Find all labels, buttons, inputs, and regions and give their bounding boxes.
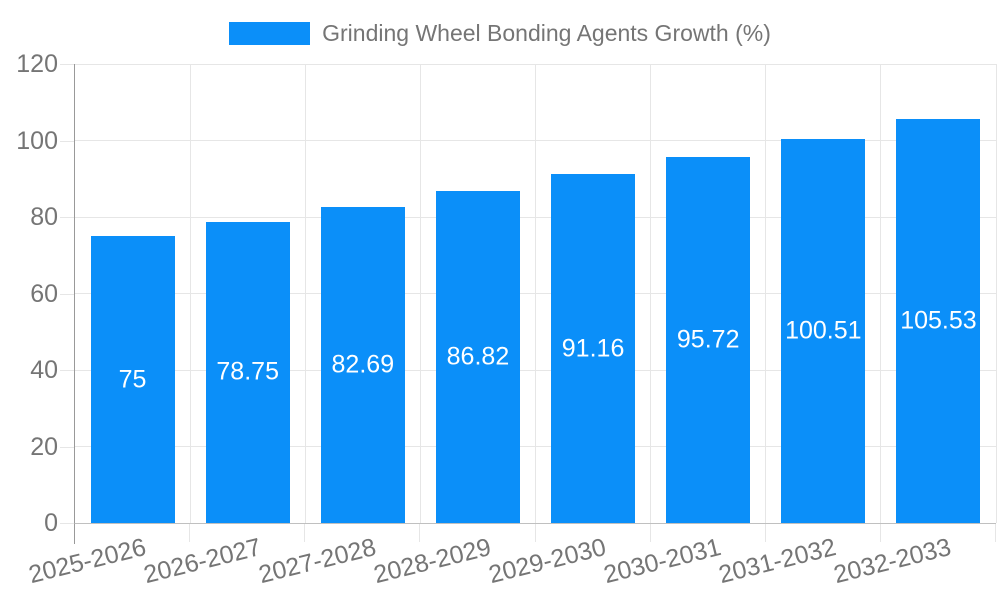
- bar[interactable]: 91.16: [551, 174, 636, 523]
- x-axis-tick-mark: [649, 524, 651, 542]
- x-gridline: [650, 64, 652, 523]
- x-gridline: [189, 64, 191, 523]
- x-gridline: [765, 64, 767, 523]
- y-axis-tick-label: 80: [30, 203, 58, 231]
- bar[interactable]: 100.51: [781, 138, 866, 523]
- bar-value-label: 82.69: [331, 350, 395, 379]
- y-axis-tick-mark: [60, 446, 74, 448]
- y-axis-tick-mark: [60, 370, 74, 371]
- y-axis-tick-label: 20: [30, 432, 58, 461]
- plot-area: 75 78.75 82.69 86.82 91.16 95.72 100.51 105.53: [74, 63, 997, 524]
- bar[interactable]: 86.82: [435, 190, 520, 523]
- bar[interactable]: 95.72: [666, 156, 751, 523]
- legend[interactable]: Grinding Wheel Bonding Agents Growth (%): [0, 20, 1000, 47]
- bar-value-label: 95.72: [676, 325, 740, 354]
- x-axis-tick-mark: [534, 524, 536, 542]
- bar-value-label: 78.75: [216, 357, 279, 386]
- x-gridline: [419, 64, 421, 523]
- legend-swatch: [229, 22, 311, 45]
- bar-value-label: 100.51: [785, 316, 862, 345]
- x-axis-tick-mark: [74, 524, 75, 544]
- x-gridline: [535, 64, 536, 523]
- x-gridline: [995, 64, 997, 523]
- bar[interactable]: 82.69: [320, 206, 405, 523]
- bar-value-label: 91.16: [561, 334, 625, 363]
- y-axis-tick-label: 120: [16, 50, 58, 78]
- y-axis-tick-label: 100: [16, 126, 58, 155]
- y-axis-tick-mark: [60, 217, 74, 218]
- x-axis-tick-mark: [304, 524, 306, 542]
- y-axis-tick-label: 40: [30, 356, 58, 384]
- bar[interactable]: 75: [90, 236, 175, 523]
- bar[interactable]: 105.53: [896, 119, 981, 523]
- x-axis-tick-mark: [189, 524, 191, 542]
- bar-value-label: 86.82: [446, 342, 510, 371]
- y-axis-tick-label: 0: [44, 509, 58, 537]
- chart-title: Grinding Wheel Bonding Agents Growth (%): [322, 20, 771, 46]
- y-axis-tick-mark: [60, 140, 74, 142]
- x-gridline: [304, 64, 306, 523]
- x-axis-tick-mark: [419, 524, 421, 542]
- y-axis-tick-mark: [60, 523, 74, 524]
- x-axis-tick-mark: [995, 524, 996, 542]
- bar-value-label: 105.53: [900, 306, 977, 335]
- x-axis-tick-mark: [764, 524, 766, 542]
- y-axis-tick-mark: [60, 293, 74, 295]
- y-axis-tick-mark: [60, 64, 74, 65]
- x-axis-tick-mark: [879, 524, 881, 542]
- x-gridline: [880, 64, 882, 523]
- y-axis-tick-label: 60: [30, 279, 58, 308]
- bar[interactable]: 78.75: [205, 221, 290, 523]
- bar-value-label: 75: [118, 365, 147, 394]
